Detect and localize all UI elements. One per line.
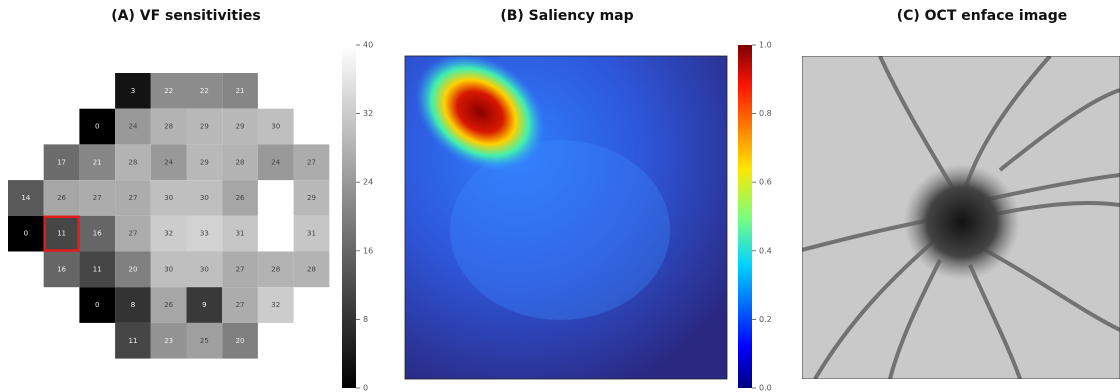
vf-cell-value: 24 <box>271 158 280 166</box>
vf-cell-value: 31 <box>307 230 316 238</box>
colorbar <box>738 45 752 388</box>
vf-cell-value: 33 <box>200 230 209 238</box>
vf-cell-value: 24 <box>128 123 137 131</box>
colorbar-tick-label: 40 <box>363 41 373 50</box>
saliency-image <box>393 29 727 379</box>
vf-cell-value: 16 <box>57 265 66 273</box>
vf-cell-value: 28 <box>271 265 280 273</box>
vf-cell-value: 8 <box>131 301 135 309</box>
vf-cell-value: 30 <box>200 194 209 202</box>
figure: (A) VF sensitivities (B) Saliency map (C… <box>0 0 1120 392</box>
vf-cell-value: 3 <box>131 87 135 95</box>
vf-cell-value: 16 <box>93 230 102 238</box>
vf-cell-value: 21 <box>236 87 245 95</box>
vf-cell-value: 26 <box>236 194 245 202</box>
vf-cell-value: 25 <box>200 337 209 345</box>
vf-cell-value: 0 <box>95 123 99 131</box>
panel-title: (A) VF sensitivities <box>111 8 260 24</box>
vf-cell-value: 22 <box>164 87 173 95</box>
colorbar-tick-label: 24 <box>363 178 373 187</box>
panel-title: (C) OCT enface image <box>897 8 1068 24</box>
vf-cell-value: 32 <box>164 230 173 238</box>
vf-cell-value: 28 <box>128 158 137 166</box>
vf-cell-value: 24 <box>164 158 173 166</box>
vf-cell-value: 0 <box>95 301 99 309</box>
vf-cell-value: 11 <box>128 337 137 345</box>
vf-cell-value: 17 <box>57 158 66 166</box>
vf-cell-value: 31 <box>236 230 245 238</box>
vf-cell-value: 28 <box>164 123 173 131</box>
colorbar-tick-label: 0.0 <box>759 384 772 392</box>
colorbar-tick-label: 16 <box>363 246 373 255</box>
vf-cell-value: 32 <box>271 301 280 309</box>
vf-cell-value: 11 <box>93 265 102 273</box>
vf-cell-value: 9 <box>202 301 206 309</box>
vf-cell-value: 20 <box>236 337 245 345</box>
vf-cell-value: 14 <box>21 194 30 202</box>
vf-cell-value: 29 <box>200 158 209 166</box>
colorbar-tick-label: 0 <box>363 384 368 392</box>
oct-image <box>802 56 1120 379</box>
panel-title: (B) Saliency map <box>500 8 633 24</box>
colorbar-tick-label: 0.6 <box>759 178 772 187</box>
vf-cell-value: 28 <box>236 158 245 166</box>
colorbar-tick-label: 8 <box>363 315 368 324</box>
vf-cell-value: 27 <box>236 265 245 273</box>
vf-cell-value: 30 <box>164 265 173 273</box>
vf-cell-value: 11 <box>57 230 66 238</box>
colorbar <box>342 45 356 388</box>
colorbar-tick-label: 1.0 <box>759 41 772 50</box>
vf-cell-value: 27 <box>236 301 245 309</box>
vf-cell-value: 26 <box>164 301 173 309</box>
vf-cell-value: 27 <box>307 158 316 166</box>
vf-cell-value: 27 <box>128 194 137 202</box>
vf-cell-value: 29 <box>200 123 209 131</box>
vf-cell-value: 27 <box>128 230 137 238</box>
vf-cell-value: 29 <box>236 123 245 131</box>
vf-cell-value: 22 <box>200 87 209 95</box>
vf-cell-value: 21 <box>93 158 102 166</box>
vf-cell-value: 26 <box>57 194 66 202</box>
vf-cell-value: 29 <box>307 194 316 202</box>
vf-cell-value: 0 <box>24 230 28 238</box>
vf-cell-value: 28 <box>307 265 316 273</box>
vf-cell-value: 30 <box>271 123 280 131</box>
colorbar-tick-label: 32 <box>363 109 373 118</box>
vf-cell-value: 20 <box>128 265 137 273</box>
vf-cell-value: 27 <box>93 194 102 202</box>
colorbar-tick-label: 0.4 <box>759 246 772 255</box>
vf-cell-value: 30 <box>164 194 173 202</box>
colorbar-tick-label: 0.8 <box>759 109 772 118</box>
vf-cell-value: 30 <box>200 265 209 273</box>
vf-cell-value: 23 <box>164 337 173 345</box>
colorbar-tick-label: 0.2 <box>759 315 772 324</box>
